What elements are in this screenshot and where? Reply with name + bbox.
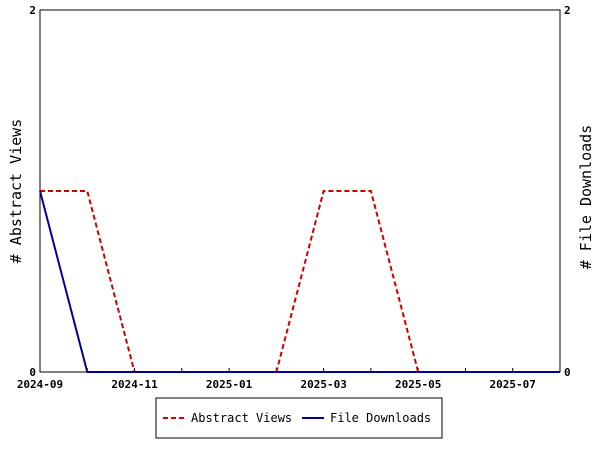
y-right-tick-label: 2 <box>564 4 571 17</box>
y-left-tick-label: 0 <box>29 366 36 379</box>
x-tick-label: 2025-03 <box>300 378 346 391</box>
y-axis-left-title: # Abstract Views <box>7 119 25 264</box>
x-tick-label: 2025-05 <box>395 378 441 391</box>
y-left-tick-label: 2 <box>29 4 36 17</box>
legend-label-file-downloads: File Downloads <box>330 411 431 425</box>
series-line-file-downloads <box>39 190 560 373</box>
y-right-tick-label: 0 <box>564 366 571 379</box>
x-tick-label: 2024-11 <box>111 378 158 391</box>
y-axis-ticks: 0 2 0 2 <box>29 4 570 379</box>
x-tick-label: 2024-09 <box>17 378 63 391</box>
x-tick-label: 2025-07 <box>490 378 536 391</box>
legend-label-abstract-views: Abstract Views <box>191 411 292 425</box>
plot-area <box>39 9 561 373</box>
legend: Abstract Views File Downloads <box>155 397 443 439</box>
x-tick-label: 2025-01 <box>206 378 253 391</box>
legend-box <box>155 397 443 439</box>
y-axis-right-title: # File Downloads <box>577 125 595 270</box>
series-layer <box>39 190 560 373</box>
x-axis-tick-labels: 2024-09 2024-11 2025-01 2025-03 2025-05 2025-… <box>17 378 536 391</box>
